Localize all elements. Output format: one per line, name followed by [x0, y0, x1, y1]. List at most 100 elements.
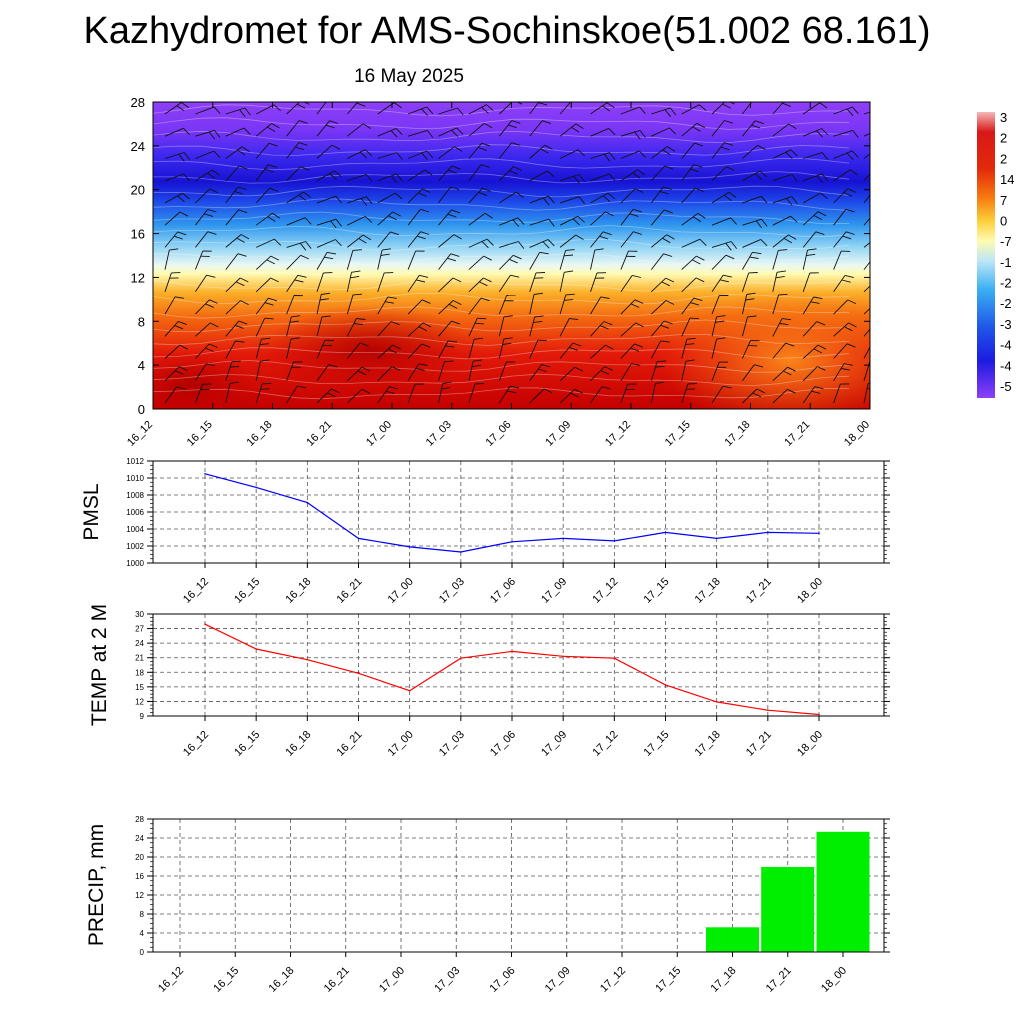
wind-barb-staff — [863, 111, 870, 115]
wind-barb-staff — [620, 106, 640, 115]
wind-barb-staff — [438, 320, 452, 337]
wind-barb-staff — [407, 169, 426, 182]
wind-barb-staff — [772, 294, 780, 315]
wind-barb-feather — [814, 386, 824, 390]
wind-barb-feather — [447, 213, 457, 218]
wind-barb-staff — [468, 383, 476, 404]
wind-barb-feather — [290, 337, 300, 340]
wind-barb-feather — [603, 321, 613, 326]
wind-barb-staff — [225, 234, 242, 248]
wind-barb-feather — [569, 318, 579, 321]
wind-barb-staff — [559, 272, 565, 292]
wind-barb-feather — [632, 274, 642, 278]
wind-barb-staff — [833, 209, 847, 226]
x-tick-label: 17_15 — [663, 419, 693, 449]
contour-line — [153, 360, 850, 373]
wind-barb-feather — [609, 152, 616, 160]
wind-barb-feather — [542, 98, 551, 101]
wind-barb-staff — [620, 363, 632, 382]
wind-barb-feather — [481, 142, 491, 147]
wind-barb-feather — [272, 212, 281, 219]
wind-barb-feather — [331, 388, 340, 394]
wind-barb-staff — [407, 150, 427, 159]
wind-barb-staff — [590, 231, 604, 248]
wind-barb-feather — [819, 102, 828, 109]
wind-barb-staff — [711, 191, 730, 204]
wind-barb-staff — [833, 343, 848, 359]
colorbar-label: -2 — [1000, 296, 1012, 311]
wind-barb-feather — [240, 300, 249, 306]
wind-barb-feather — [274, 238, 282, 246]
wind-barb-feather — [541, 364, 551, 368]
wind-barb-staff — [407, 250, 417, 270]
wind-barb-feather — [602, 105, 610, 112]
wind-barb-staff — [195, 322, 211, 337]
wind-barb-staff — [863, 383, 869, 404]
wind-barb-staff — [164, 366, 180, 382]
wind-barb-feather — [665, 277, 675, 283]
x-tick-label: 17_00 — [386, 576, 416, 606]
y-tick-label: 15 — [135, 683, 144, 692]
wind-barb-feather — [356, 102, 366, 107]
x-tick-label: 17_15 — [653, 965, 683, 995]
wind-barb-feather — [665, 300, 675, 305]
wind-barb-feather — [291, 315, 301, 318]
wind-barb-feather — [478, 191, 488, 197]
wind-barb-feather — [362, 234, 372, 241]
wind-barb-feather — [538, 368, 548, 372]
wind-barb-staff — [590, 321, 605, 337]
wind-barb-staff — [772, 196, 792, 204]
wind-barb-feather — [564, 270, 574, 273]
x-tick-label: 16_18 — [283, 729, 313, 759]
wind-barb-staff — [590, 386, 603, 404]
wind-barb-feather — [788, 234, 797, 240]
wind-barb-feather — [481, 241, 489, 249]
wind-barb-feather — [883, 108, 889, 115]
wind-barb-staff — [225, 277, 241, 293]
wind-barb-feather — [813, 296, 823, 300]
x-tick-label: 17_09 — [539, 729, 569, 759]
wind-barb-feather — [234, 324, 244, 329]
wind-barb-feather — [181, 102, 190, 108]
wind-barb-staff — [802, 231, 817, 248]
wind-barb-feather — [324, 256, 334, 260]
wind-barb-staff — [316, 364, 330, 382]
wind-barb-feather — [791, 196, 798, 204]
wind-barb-staff — [650, 383, 656, 404]
wind-barb-feather — [694, 142, 704, 147]
wind-barb-staff — [529, 195, 549, 204]
wind-barb-staff — [833, 299, 849, 315]
wind-barb-staff — [651, 107, 671, 115]
wind-barb-staff — [377, 173, 397, 182]
wind-barb-feather — [716, 337, 726, 340]
wind-barb-staff — [802, 321, 818, 337]
wind-barb-feather — [696, 255, 705, 261]
contour-line — [153, 306, 850, 319]
x-tick-label: 17_21 — [782, 419, 812, 449]
x-tick-label: 17_06 — [488, 576, 518, 606]
wind-barb-feather — [692, 259, 701, 265]
wind-barb-feather — [452, 277, 462, 283]
wind-barb-feather — [852, 130, 859, 138]
y-tick-label: 28 — [135, 815, 144, 824]
wind-barb-feather — [335, 195, 342, 204]
y-tick-label: 8 — [138, 314, 145, 329]
wind-barb-feather — [450, 253, 460, 257]
wind-barb-staff — [803, 173, 823, 182]
x-tick-label: 17_00 — [377, 965, 407, 995]
x-tick-label: 16_15 — [211, 965, 241, 995]
wind-barb-staff — [316, 144, 333, 159]
wind-barb-feather — [273, 104, 281, 112]
wind-barb-staff — [346, 366, 363, 382]
wind-barb-feather — [381, 248, 391, 251]
wind-barb-staff — [346, 388, 363, 404]
wind-barb-feather — [846, 343, 856, 348]
contour-line — [153, 319, 850, 333]
wind-barb-staff — [711, 274, 724, 293]
wind-barb-feather — [335, 218, 342, 227]
wind-barb-staff — [468, 277, 484, 293]
y-tick-label: 16 — [135, 872, 144, 881]
wind-barb-feather — [268, 297, 278, 302]
wind-barb-feather — [234, 190, 244, 195]
